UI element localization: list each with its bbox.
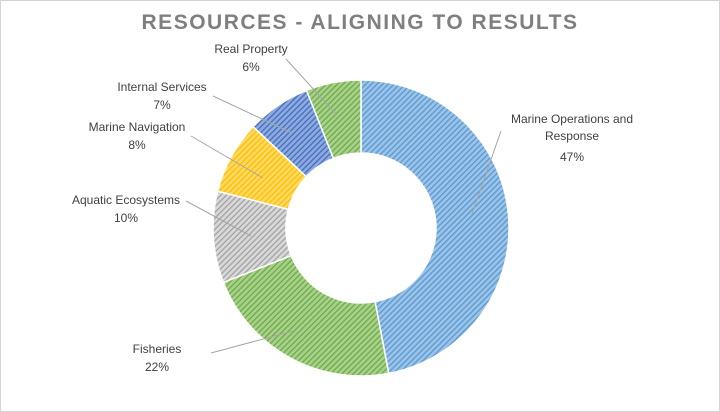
leader-line [285,58,338,116]
data-label-category: Response [545,129,599,143]
data-label-category: Marine Navigation [89,120,186,134]
leader-line [190,135,264,179]
data-label-category: Marine Operations and [511,112,633,126]
leader-line [185,200,252,237]
data-label-category: Aquatic Ecosystems [72,193,180,207]
data-label-category: Real Property [214,42,287,56]
slice-marine-operations-and-response [360,79,510,375]
leader-line [212,95,293,134]
data-label-percent: 7% [153,98,171,112]
data-label-percent: 8% [128,138,146,152]
data-label-percent: 22% [145,360,169,374]
leader-lines [185,58,502,354]
donut-slices [212,79,510,377]
leader-line [471,130,502,215]
data-label-percent: 6% [242,60,260,74]
slice-fisheries [222,254,390,377]
data-label-category: Internal Services [117,80,206,94]
data-labels: Marine Operations and Response 47% Fisherie… [72,42,633,374]
data-label-category: Fisheries [133,342,182,356]
data-label-percent: 10% [114,211,138,225]
data-label-percent: 47% [560,150,584,164]
chart-title: RESOURCES - ALIGNING TO RESULTS [141,11,579,34]
slice-real-property [305,79,362,160]
leader-line [210,330,294,354]
